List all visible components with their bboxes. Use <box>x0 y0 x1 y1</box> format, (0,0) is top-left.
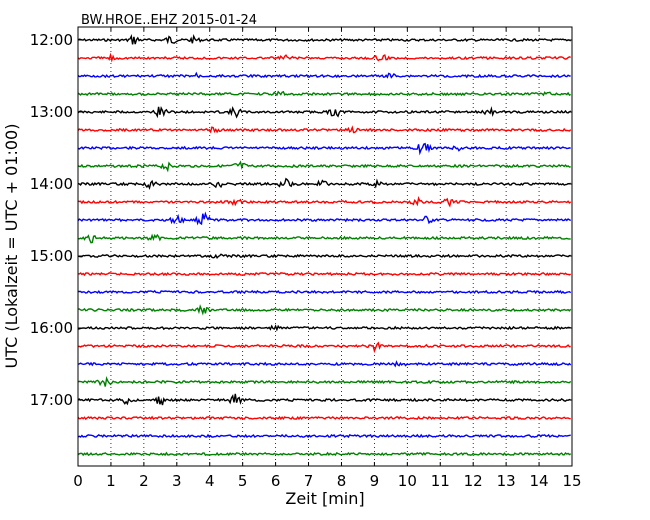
seismic-trace <box>77 71 571 79</box>
seismic-trace <box>77 376 572 387</box>
x-tick-label: 0 <box>73 472 83 490</box>
seismic-trace <box>77 177 571 190</box>
seismic-trace <box>77 233 571 244</box>
x-tick-label: 1 <box>106 472 116 490</box>
x-tick-label: 11 <box>431 472 450 490</box>
x-tick-label: 3 <box>172 472 182 490</box>
x-tick-label: 7 <box>304 472 314 490</box>
seismic-trace <box>77 341 571 354</box>
seismic-trace <box>78 289 572 295</box>
chart-title: BW.HROE..EHZ 2015-01-24 <box>81 13 257 28</box>
seismic-trace <box>77 415 571 421</box>
seismic-trace <box>77 160 571 173</box>
plot-frame <box>77 26 573 467</box>
seismic-trace <box>77 52 571 63</box>
y-tick-label: 16:00 <box>30 319 73 337</box>
y-tick-label: 14:00 <box>30 175 73 193</box>
seismic-trace <box>77 196 572 208</box>
y-tick-label: 15:00 <box>30 247 73 265</box>
seismic-traces <box>77 34 572 457</box>
y-tick-label: 12:00 <box>30 31 73 49</box>
seismic-trace <box>77 90 571 97</box>
x-tick-label: 5 <box>238 472 248 490</box>
x-tick-label: 14 <box>530 472 549 490</box>
seismic-trace <box>77 125 572 134</box>
y-axis-label: UTC (Lokalzeit = UTC + 01:00) <box>2 124 21 369</box>
x-tick-label: 13 <box>497 472 516 490</box>
x-tick-label: 4 <box>205 472 215 490</box>
seismic-trace <box>77 304 572 316</box>
y-tick-label: 13:00 <box>30 103 73 121</box>
seismic-trace <box>77 253 571 260</box>
y-tick-label: 17:00 <box>30 391 73 409</box>
seismic-trace <box>77 105 572 119</box>
x-tick-label: 10 <box>398 472 417 490</box>
axes: 0 1 2 3 4 5 6 7 8 9 10 11 12 13 14 1512:0013:0014:0015:… <box>30 27 582 490</box>
seismic-trace <box>77 34 572 45</box>
x-axis-label: Zeit [min] <box>285 489 364 508</box>
seismic-trace <box>77 211 572 226</box>
x-tick-label: 6 <box>271 472 281 490</box>
x-tick-label: 8 <box>337 472 347 490</box>
seismic-trace <box>77 271 572 277</box>
x-tick-label: 2 <box>139 472 149 490</box>
x-tick-label: 12 <box>464 472 483 490</box>
seismic-trace <box>77 451 572 457</box>
seismic-trace <box>77 393 571 406</box>
x-tick-label: 9 <box>370 472 380 490</box>
seismic-trace <box>77 324 571 332</box>
seismic-trace <box>77 433 571 439</box>
seismic-trace <box>77 142 571 156</box>
seismic-trace <box>77 360 572 368</box>
x-tick-label: 15 <box>562 472 581 490</box>
